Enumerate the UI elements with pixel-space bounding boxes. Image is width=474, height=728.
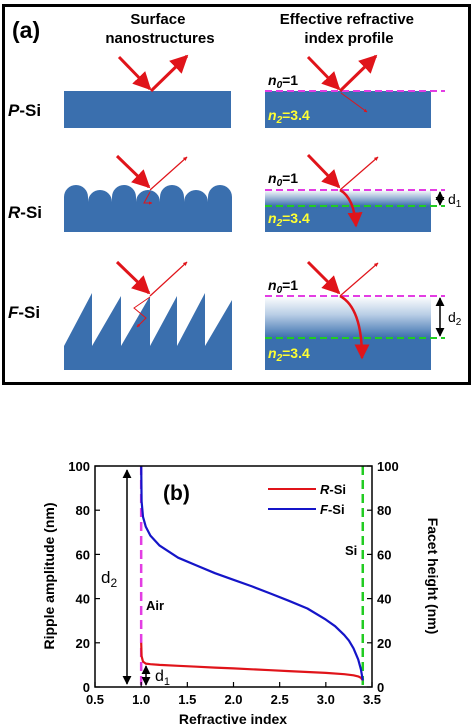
y-right-tick-label: 100	[377, 459, 399, 474]
x-tick-label: 2.0	[224, 692, 242, 707]
x-tick-label: 0.5	[86, 692, 104, 707]
si-annotation: Si	[345, 543, 357, 558]
p-si-profile-slab	[265, 91, 431, 128]
axis-ticks: 0.5 1.0 1.5 2.0 2.5 3.0 3.50204060801000204060…	[68, 459, 398, 707]
y-left-tick-label: 60	[76, 547, 90, 562]
y-axis-right-title: Facet height (nm)	[425, 518, 441, 635]
y-right-tick-label: 0	[377, 680, 384, 695]
p-si-profile-incident-ray	[306, 55, 341, 91]
f-si-scattered-rays	[133, 296, 151, 328]
f-si-profile-refracted-ray	[339, 294, 370, 360]
r-si-profile-incident-ray	[306, 153, 341, 189]
row-label-p-si: P-Si	[8, 101, 41, 120]
column-header-profile: Effective refractive index profile	[280, 11, 418, 47]
y-right-tick-label: 80	[377, 503, 391, 518]
x-axis-title: Refractive index	[179, 711, 287, 727]
series-lines	[140, 465, 364, 682]
f-si-incident-ray	[115, 260, 151, 295]
f-si-profile-slab	[265, 338, 431, 370]
y-left-tick-label: 100	[68, 459, 90, 474]
d2-annotation: d2	[101, 568, 117, 590]
r-si-incident-ray	[115, 154, 151, 189]
y-right-tick-label: 40	[377, 592, 391, 607]
y-left-tick-label: 40	[76, 592, 90, 607]
r-si-n0-label: n0=1	[268, 170, 298, 189]
p-si-reflected-ray	[149, 54, 189, 93]
x-tick-label: 1.5	[178, 692, 196, 707]
f-si-reflected-ray	[149, 261, 188, 297]
series-line-f-si	[140, 465, 364, 681]
r-si-rippled-slab	[64, 185, 232, 232]
x-tick-label: 1.0	[132, 692, 150, 707]
p-si-incident-ray	[117, 55, 152, 91]
x-tick-label: 3.5	[363, 692, 381, 707]
panel-b-chart: 0.5 1.0 1.5 2.0 2.5 3.0 3.50204060801000204060…	[41, 459, 441, 727]
panel-b-label: (b)	[163, 482, 190, 505]
panel-a-label: (a)	[12, 17, 40, 43]
y-right-tick-label: 20	[377, 636, 391, 651]
p-si-n0-label: n0=1	[268, 72, 298, 91]
r-si-scattered-ray	[143, 191, 153, 205]
y-left-tick-label: 20	[76, 636, 90, 651]
air-annotation: Air	[146, 598, 164, 613]
r-si-n2-label: n2=3.4	[268, 210, 310, 229]
y-axis-left-title: Ripple amplitude (nm)	[41, 503, 57, 650]
f-si-n2-label: n2=3.4	[268, 345, 310, 364]
y-left-tick-label: 0	[83, 680, 90, 695]
r-si-d1-label: d1	[448, 191, 462, 210]
row-label-r-si: R-Si	[8, 203, 42, 222]
r-si-profile-reflected-ray	[339, 156, 379, 191]
legend-label-f-si: F-Si	[320, 502, 345, 517]
r-si-profile-refracted-ray	[339, 188, 363, 228]
p-si-slab	[64, 91, 231, 128]
f-si-profile-incident-ray	[306, 260, 341, 295]
column-header-surface: Surface nanostructures	[105, 11, 214, 47]
f-si-d2-label: d2	[448, 309, 462, 328]
x-tick-label: 2.5	[271, 692, 289, 707]
y-left-tick-label: 80	[76, 503, 90, 518]
y-right-tick-label: 60	[377, 547, 391, 562]
x-tick-label: 3.0	[317, 692, 335, 707]
p-si-profile-reflected-ray	[338, 54, 378, 93]
p-si-n2-label: n2=3.4	[268, 107, 310, 126]
f-si-profile-reflected-ray	[339, 262, 379, 297]
p-si-profile-refracted-ray	[340, 92, 368, 113]
plot-area	[95, 466, 372, 687]
row-label-f-si: F-Si	[8, 303, 40, 322]
r-si-reflected-ray	[149, 156, 188, 191]
d1-annotation: d1	[155, 668, 170, 688]
series-line-r-si	[140, 642, 364, 682]
legend-label-r-si: R-Si	[320, 482, 346, 497]
f-si-faceted-slab	[64, 293, 232, 370]
f-si-n0-label: n0=1	[268, 277, 298, 296]
